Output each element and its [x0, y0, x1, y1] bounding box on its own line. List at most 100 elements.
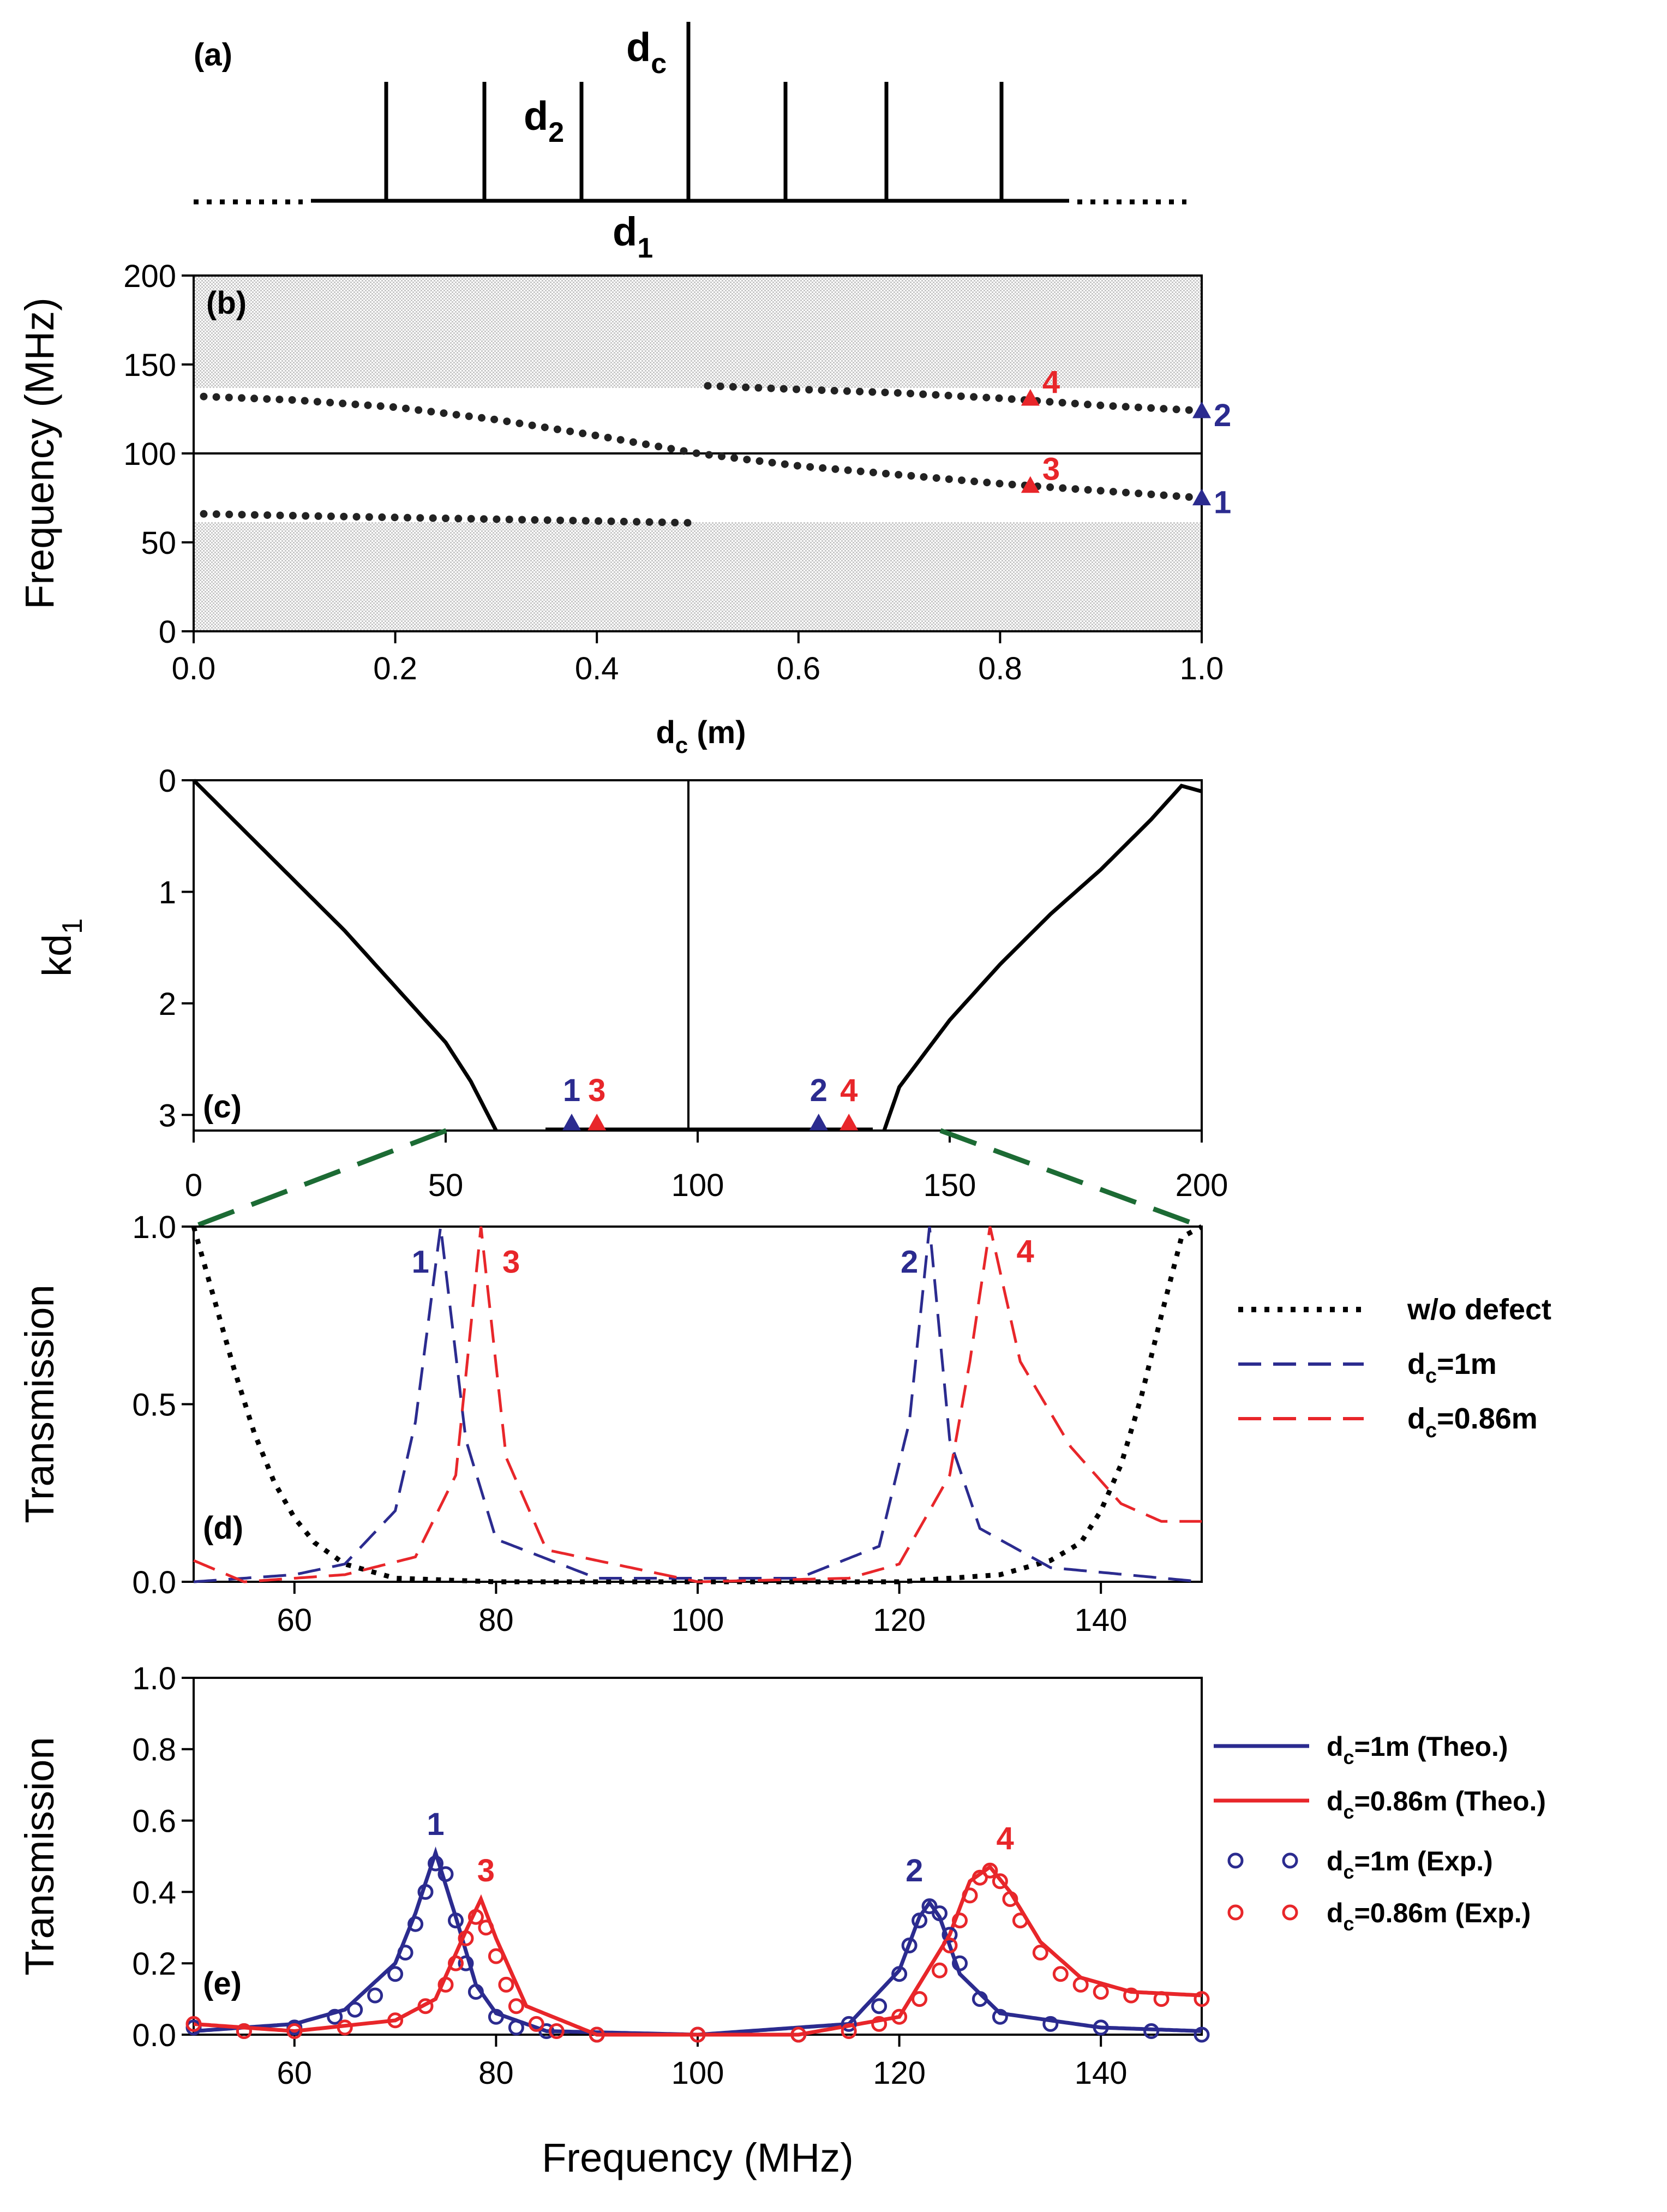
mode-point — [200, 510, 208, 518]
marker-label-4: 4 — [1042, 364, 1060, 400]
legend-label-1: dc=1m — [1407, 1348, 1497, 1388]
exp-point — [488, 1948, 504, 1964]
mode-point — [1172, 492, 1180, 500]
dispersion-curve — [192, 779, 498, 1132]
panel-a-label: (a) — [194, 37, 232, 73]
mode-point — [616, 436, 625, 444]
legend-swatch-3 — [1282, 1904, 1298, 1921]
legend-swatch-2 — [1282, 1852, 1298, 1869]
exp-point — [1072, 1976, 1089, 1993]
x-tick-label: 60 — [277, 2055, 313, 2091]
mode-point — [704, 382, 712, 390]
marker-label-2: 2 — [1214, 398, 1231, 433]
plot-frame — [193, 1677, 1203, 2036]
mode-point — [440, 409, 448, 417]
marker-1 — [562, 1114, 581, 1131]
marker-3 — [587, 1114, 607, 1131]
x-tick-label: 140 — [1075, 2055, 1128, 2091]
mode-point — [404, 513, 411, 522]
mode-point — [957, 392, 965, 400]
mode-point — [467, 515, 475, 523]
exp-point — [1002, 1891, 1018, 1907]
exp-point — [367, 1987, 383, 2004]
mode-point — [607, 517, 615, 525]
mode-point — [658, 518, 666, 527]
mode-point — [289, 512, 297, 519]
mode-point — [352, 513, 361, 521]
mode-point — [894, 389, 902, 397]
mode-point — [553, 425, 561, 433]
mode-point — [225, 393, 233, 402]
mode-point — [238, 394, 245, 402]
mode-point — [831, 465, 840, 473]
mode-point — [779, 385, 788, 393]
mode-point — [629, 438, 637, 446]
mode-point — [340, 512, 348, 521]
mode-point — [351, 400, 359, 409]
y-tick-label: 0.0 — [132, 1565, 176, 1600]
d-legend: w/o defect dc=1m dc=0.86m — [1238, 1293, 1551, 1442]
mode-point — [869, 468, 877, 476]
mode-point — [683, 519, 692, 527]
mode-point — [932, 391, 940, 399]
mode-point — [793, 462, 801, 470]
mode-point — [1172, 405, 1180, 414]
exp-point — [952, 1955, 968, 1971]
mode-point — [429, 514, 437, 522]
mode-point — [604, 434, 612, 441]
mode-point — [225, 510, 233, 518]
panel-e-label: (e) — [203, 1966, 242, 2001]
dispersion-curve — [882, 784, 1202, 1132]
exp-point — [962, 1887, 978, 1904]
exp-point — [992, 2008, 1008, 2025]
zoom-guide-right — [939, 1128, 1203, 1229]
exp-point — [871, 2016, 888, 2032]
upper-band-gap — [194, 276, 1202, 388]
legend-label-2: dc=0.86m — [1407, 1402, 1538, 1442]
panel-d-chart: 60 80 100 120 140 0.0 0.5 1.0 1 3 2 4 (d) Transmis… — [17, 1210, 1551, 1638]
d-peak-labels: 1 3 2 4 — [412, 1234, 1034, 1280]
mode-point — [402, 404, 410, 412]
mode-point — [389, 403, 397, 411]
mode-point — [326, 398, 334, 406]
mode-point — [1147, 491, 1155, 498]
mode-point — [705, 451, 713, 459]
e-legend: dc=1m (Theo.) dc=0.86m (Theo.) dc=1m (Exp.… — [1214, 1731, 1546, 1935]
mode-point — [556, 516, 565, 524]
y-tick-label: 100 — [123, 437, 176, 472]
mode-point — [743, 456, 751, 464]
mode-point — [730, 454, 739, 462]
exp-point — [689, 2026, 706, 2043]
c-ylabel: kd1 — [34, 918, 88, 977]
mode-point — [645, 518, 653, 526]
zoom-guide-left — [193, 1128, 447, 1229]
b-mode-dots — [200, 382, 1206, 527]
mode-point — [1096, 487, 1105, 495]
exp-point — [327, 2008, 343, 2025]
exp-point — [428, 1855, 443, 1872]
mode-point — [515, 419, 524, 427]
y-tick-label: 3 — [159, 1098, 176, 1133]
curve-0 — [191, 1224, 1203, 1585]
marker-3 — [1021, 476, 1040, 493]
exp-point — [912, 1991, 928, 2007]
mode-point — [543, 516, 551, 524]
exp-point — [1194, 1991, 1210, 2007]
exp-point — [912, 1912, 928, 1929]
marker-label-3: 3 — [588, 1073, 605, 1108]
e-transmission-curves — [185, 1846, 1210, 2043]
mode-point — [970, 393, 978, 401]
x-tick-label: 0.0 — [172, 651, 216, 686]
mode-point — [958, 476, 966, 485]
peak-label-3: 3 — [477, 1853, 495, 1888]
exp-point — [952, 1912, 968, 1929]
mode-point — [566, 427, 574, 435]
exp-point — [1093, 1984, 1109, 2000]
exp-point — [347, 2001, 363, 2018]
exp-point — [841, 2023, 857, 2039]
mode-point — [595, 517, 603, 525]
mode-point — [263, 395, 271, 403]
mode-point — [365, 513, 373, 521]
x-tick-label: 0.8 — [978, 651, 1022, 686]
exp-point — [407, 1916, 424, 1932]
